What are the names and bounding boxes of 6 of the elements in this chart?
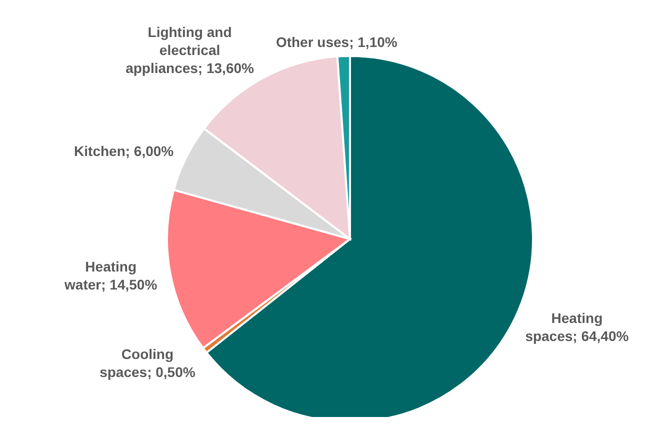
slice-label: Heating water; 14,50% — [64, 258, 158, 292]
slice-label: Kitchen; 6,00% — [74, 143, 174, 160]
slice-label: Lighting and electrical appliances; 13,60% — [126, 24, 255, 76]
slice-label: Heating spaces; 64,40% — [525, 310, 630, 344]
slice-label: Cooling spaces; 0,50% — [100, 346, 196, 380]
slice-label: Other uses; 1,10% — [276, 34, 398, 50]
